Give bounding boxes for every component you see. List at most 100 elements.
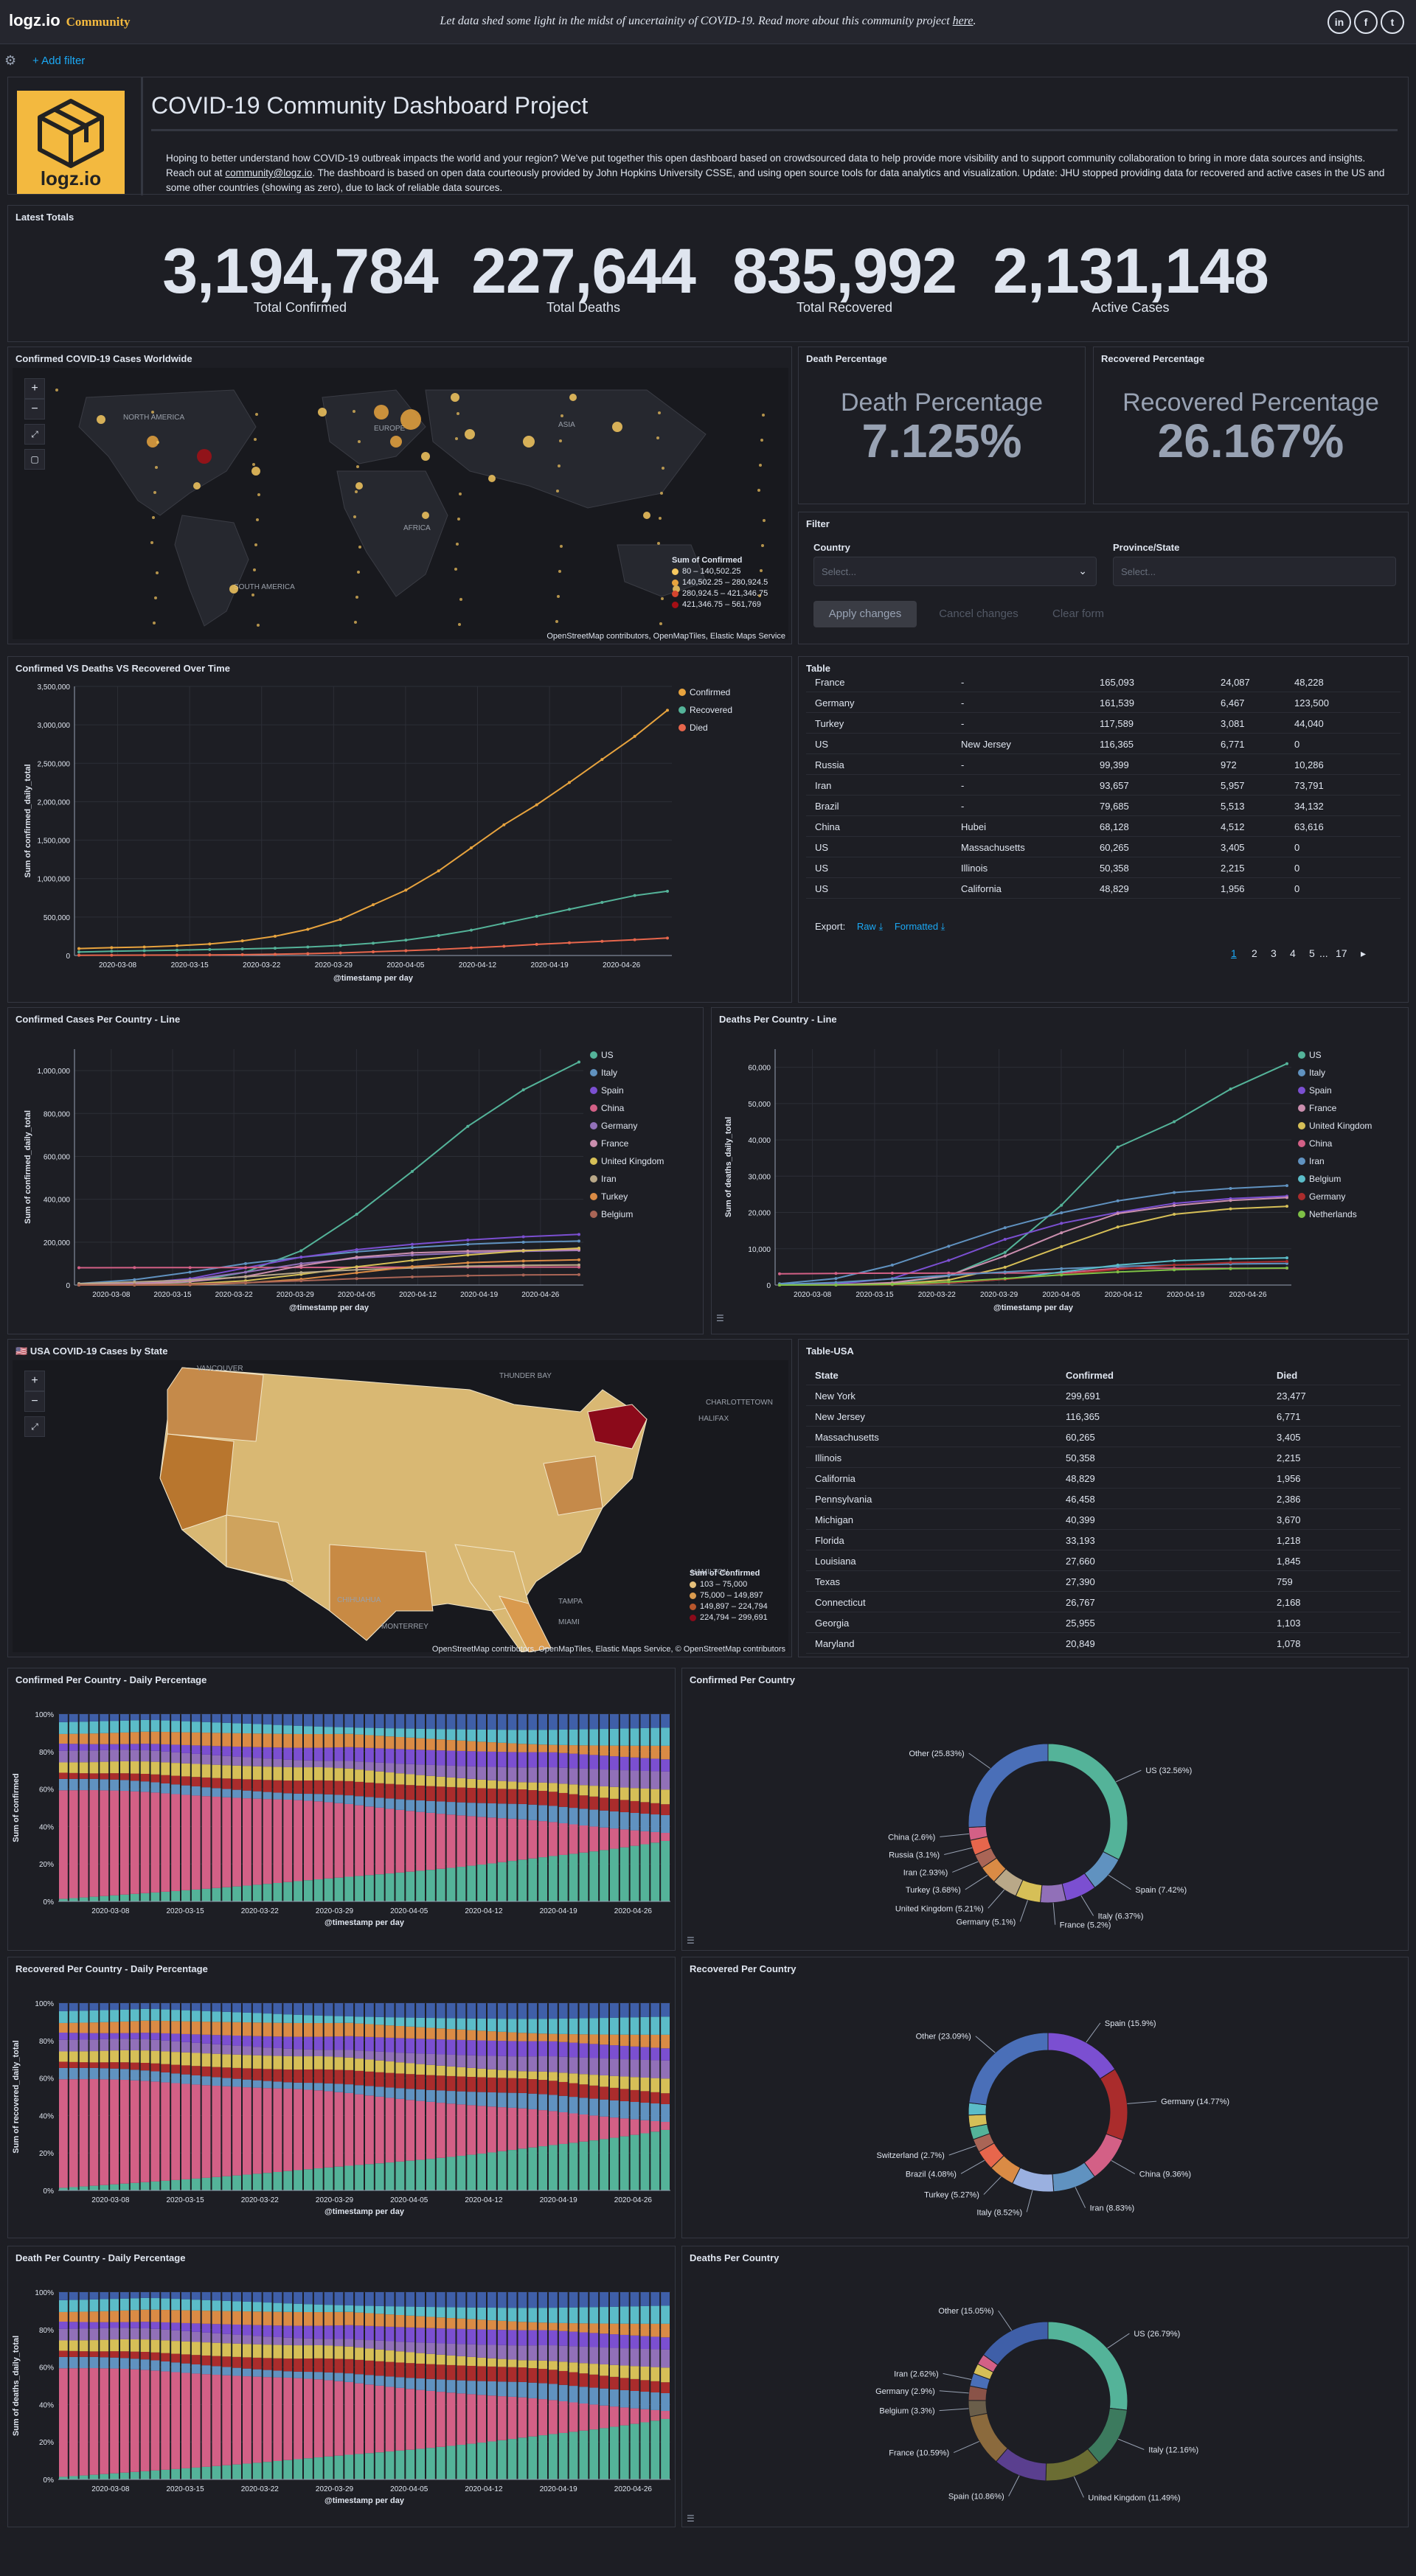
export-raw-link[interactable]: Raw [856,921,876,932]
stacked-bar-segment [222,1722,232,1733]
stacked-bar-segment [283,2003,293,2015]
apply-changes-button[interactable]: Apply changes [813,601,917,627]
world-map[interactable]: NORTH AMERICA SOUTH AMERICA EUROPE ASIA … [13,368,788,639]
pagination: 1 2 3 4 5 ... 17 ▸ [1224,947,1386,962]
fit-bounds-icon[interactable]: ⤢ [24,1416,45,1437]
stacked-bar-segment [263,2055,272,2069]
legend-toggle-icon[interactable]: ☰ [687,1935,695,1946]
map-attribution[interactable]: OpenStreetMap contributors, OpenMapTiles… [431,1645,785,1654]
export-formatted-link[interactable]: Formatted [894,921,939,932]
twitter-icon[interactable]: t [1381,10,1404,34]
stacked-bar-segment [110,2068,119,2080]
legend-toggle-icon[interactable]: ☰ [716,1313,724,1323]
stacked-bar-segment [416,2003,425,2018]
stacked-bar-segment [181,1776,190,1786]
stacked-bar-segment [549,2072,558,2081]
column-header[interactable]: Confirmed [1066,1370,1114,1381]
stacked-bar-segment [579,1795,589,1809]
stacked-bar-segment [324,1780,333,1795]
stacked-bar-segment [558,2292,568,2308]
column-header[interactable]: Died [1277,1370,1298,1381]
table-cell: Brazil [815,801,839,812]
stacked-bar-segment [600,2034,608,2045]
legend-toggle-icon[interactable]: ☰ [687,2513,695,2524]
stacked-bar-segment [294,2359,302,2372]
stacked-bar-segment [395,2387,405,2451]
clear-form-button[interactable]: Clear form [1052,608,1104,620]
stacked-bar-segment [263,2013,272,2023]
total-label: Total Confirmed [253,300,347,315]
linkedin-icon[interactable]: in [1328,10,1351,34]
page-17[interactable]: 17 [1336,947,1347,959]
stacked-bar-segment [375,2349,384,2361]
data-point [947,1273,951,1277]
stacked-bar-segment [406,2378,415,2389]
stacked-bar-segment [538,2360,547,2370]
stacked-bar-segment [334,2311,344,2326]
legend-dot [672,601,678,608]
gear-icon[interactable]: ⚙ [4,53,17,68]
stacked-bar-segment [273,1758,282,1767]
zoom-out-button[interactable]: − [24,399,45,420]
stacked-bar-segment [528,2147,538,2190]
confirmed-daily-pct-panel: Confirmed Per Country - Daily Percentage… [7,1668,676,1951]
zoom-out-button[interactable]: − [24,1391,45,1412]
stacked-bar-segment [477,2366,486,2381]
stacked-bar-segment [507,2070,517,2078]
world-map-panel: Confirmed COVID-19 Cases Worldwide NORTH… [7,347,792,644]
tagline-link[interactable]: here [952,15,974,27]
table-cell: 759 [1277,1576,1293,1587]
stacked-bar-segment [161,2021,170,2033]
stacked-bar-segment [518,2397,527,2438]
stacked-bar-segment [252,1766,262,1780]
map-bubble [253,568,256,571]
zoom-in-button[interactable]: + [24,378,45,399]
map-label: NORTH AMERICA [123,414,184,422]
fit-bounds-icon[interactable]: ⤢ [24,424,45,445]
stacked-bar-segment [79,1897,88,1901]
facebook-icon[interactable]: f [1354,10,1378,34]
page-4[interactable]: 4 [1290,947,1296,959]
total-label: Total Deaths [546,300,621,315]
draw-shape-icon[interactable]: ▢ [24,449,45,470]
stacked-bar-segment [406,2003,415,2018]
stacked-bar-segment [201,2066,211,2077]
map-bubble [422,512,429,519]
page-2[interactable]: 2 [1252,947,1257,959]
stacked-bar-segment [549,2111,558,2145]
page-1[interactable]: 1 [1231,947,1237,959]
map-label: TAMPA [558,1598,583,1606]
stacked-bar-segment [304,1767,313,1781]
stacked-bar-segment [89,2474,99,2479]
usa-map[interactable]: VANCOUVER THUNDER BAY CHARLOTTETOWN HALI… [13,1360,788,1652]
logo[interactable]: logz.io Community [9,11,131,30]
cancel-changes-button[interactable]: Cancel changes [939,608,1018,620]
stacked-bar-segment [375,2361,384,2376]
next-page-icon[interactable]: ▸ [1361,947,1367,959]
stacked-bar-segment [232,2012,241,2022]
email-link[interactable]: community@logz.io [225,167,313,178]
data-point [1060,1273,1063,1277]
province-select[interactable]: Select... [1113,557,1396,586]
map-bubble [558,464,560,467]
stacked-bar-segment [436,2103,445,2158]
zoom-in-button[interactable]: + [24,1371,45,1391]
stacked-bar-segment [100,1790,109,1896]
stacked-bar-segment [140,1761,150,1774]
column-header[interactable]: State [815,1370,839,1381]
stacked-bar-segment [538,1857,547,1901]
country-select[interactable]: Select... ⌄ [813,557,1097,586]
map-attribution[interactable]: OpenStreetMap contributors, OpenMapTiles… [546,632,785,641]
page-3[interactable]: 3 [1271,947,1277,959]
stacked-bar-segment [467,2003,476,2019]
stacked-bar-segment [212,2356,221,2367]
stacked-bar-segment [436,2039,445,2055]
stacked-bar-segment [222,1789,232,1797]
stacked-bar-segment [273,1882,282,1901]
stacked-bar-segment [171,2299,180,2311]
stacked-bar-segment [507,2019,517,2033]
page-5[interactable]: 5 [1309,947,1315,959]
stacked-bar-segment [569,2073,578,2084]
add-filter-button[interactable]: + Add filter [32,55,86,67]
stacked-bar-segment [79,2033,88,2040]
